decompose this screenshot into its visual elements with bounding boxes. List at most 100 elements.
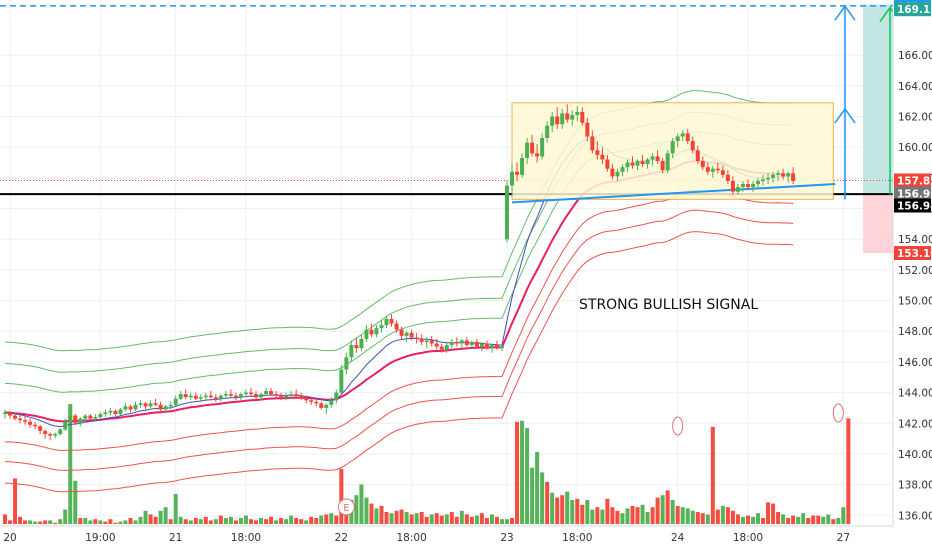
volume-bar bbox=[374, 508, 379, 524]
volume-bar bbox=[384, 512, 389, 524]
candle-body bbox=[113, 410, 118, 415]
price-tick-label: 144.00 bbox=[898, 388, 932, 400]
volume-bar bbox=[505, 519, 509, 524]
candle-body bbox=[565, 113, 570, 120]
price-tick-label: 136.00 bbox=[898, 510, 932, 522]
price-axis-background bbox=[893, 0, 932, 550]
time-axis[interactable]: 20 19:00 21 18:00 22 18:00 23 18:00 24 18:00 27 bbox=[0, 525, 893, 544]
volume-bar bbox=[745, 515, 750, 524]
candle-body bbox=[439, 346, 444, 350]
price-tick-label: 146.00 bbox=[898, 357, 932, 369]
candle-body bbox=[148, 403, 153, 407]
lower-band bbox=[4, 231, 794, 493]
volume-bar bbox=[730, 510, 735, 524]
volume-bar bbox=[83, 518, 88, 524]
volume-bar bbox=[705, 514, 710, 524]
candle-body bbox=[675, 136, 680, 142]
volume-bar bbox=[163, 507, 168, 524]
volume-bar bbox=[218, 515, 223, 524]
candle-body bbox=[756, 180, 760, 185]
volume-bar bbox=[53, 522, 58, 524]
candle-body bbox=[364, 329, 369, 339]
candle-body bbox=[369, 329, 374, 335]
volume-bar bbox=[404, 512, 409, 524]
candle-body bbox=[108, 410, 113, 413]
volume-bar bbox=[766, 502, 771, 524]
candle-body bbox=[384, 318, 389, 326]
candle-body bbox=[329, 400, 334, 405]
volume-bar bbox=[63, 509, 68, 524]
candle-body bbox=[590, 136, 595, 151]
volume-bar bbox=[264, 519, 269, 524]
volume-bar bbox=[650, 507, 655, 524]
volume-bar bbox=[464, 514, 469, 524]
candle-body bbox=[409, 332, 414, 338]
volume-bar bbox=[359, 484, 364, 524]
candle-body bbox=[630, 162, 635, 166]
candle-body bbox=[515, 171, 520, 175]
candle-body bbox=[63, 421, 68, 430]
volume-bar bbox=[314, 518, 319, 524]
candle-body bbox=[625, 162, 630, 168]
volume-bar bbox=[198, 519, 203, 524]
candle-body bbox=[776, 173, 781, 175]
candle-body bbox=[720, 170, 725, 175]
candle-body bbox=[274, 394, 279, 396]
candle-body bbox=[665, 153, 670, 171]
volume-bar bbox=[233, 520, 238, 524]
volume-bar bbox=[735, 514, 740, 524]
volume-bar bbox=[103, 521, 108, 524]
candle-body bbox=[404, 332, 409, 336]
target-arrow-head bbox=[834, 107, 856, 124]
volume-bar bbox=[580, 504, 585, 524]
candle-body bbox=[18, 418, 23, 421]
volume-bar bbox=[389, 513, 394, 524]
candle-body bbox=[429, 340, 434, 344]
volume-bar bbox=[304, 520, 309, 524]
candle-body bbox=[469, 341, 474, 346]
volume-bar bbox=[48, 520, 53, 524]
candle-body bbox=[771, 174, 776, 178]
volume-bar bbox=[750, 516, 755, 524]
volume-bar bbox=[8, 520, 13, 524]
volume-bar bbox=[178, 516, 183, 524]
volume-bar bbox=[710, 426, 715, 524]
volume-bar bbox=[570, 500, 575, 524]
candle-body bbox=[143, 403, 148, 407]
price-axis[interactable]: 136.00 138.00 140.00 142.00 144.00 146.00 148.… bbox=[892, 0, 932, 550]
volume-bar bbox=[329, 513, 334, 524]
candle-body bbox=[319, 403, 324, 408]
volume-bar bbox=[364, 497, 369, 524]
volume-bar bbox=[600, 509, 605, 524]
volume-bar bbox=[339, 468, 344, 524]
volume-bar bbox=[786, 518, 791, 524]
price-tick-label: 148.00 bbox=[898, 326, 932, 338]
volume-bar bbox=[791, 515, 796, 524]
candle-body bbox=[228, 394, 233, 396]
volume-bar bbox=[725, 507, 730, 524]
volume-bar bbox=[806, 518, 811, 524]
candle-body bbox=[248, 392, 253, 395]
volume-bar bbox=[690, 510, 695, 524]
volume-bar bbox=[826, 514, 831, 524]
volume-bar bbox=[530, 467, 535, 524]
trend-line bbox=[511, 183, 836, 204]
volume-bar bbox=[776, 512, 781, 524]
candle-body bbox=[98, 414, 103, 418]
price-tick-label: 162.00 bbox=[898, 112, 932, 124]
volume-bar bbox=[173, 494, 178, 524]
volume-bar bbox=[700, 513, 705, 524]
candle-body bbox=[58, 429, 63, 434]
candle-body bbox=[193, 395, 198, 399]
price-tag-label: 157.83 bbox=[897, 175, 932, 187]
volume-bar bbox=[354, 495, 359, 524]
earnings-marker bbox=[337, 498, 355, 516]
volume-bar bbox=[93, 519, 98, 524]
candle-body bbox=[695, 150, 700, 162]
candle-body bbox=[394, 323, 399, 330]
volume-bar bbox=[58, 519, 63, 524]
volume-bar bbox=[811, 515, 816, 524]
candle-body bbox=[344, 357, 349, 370]
